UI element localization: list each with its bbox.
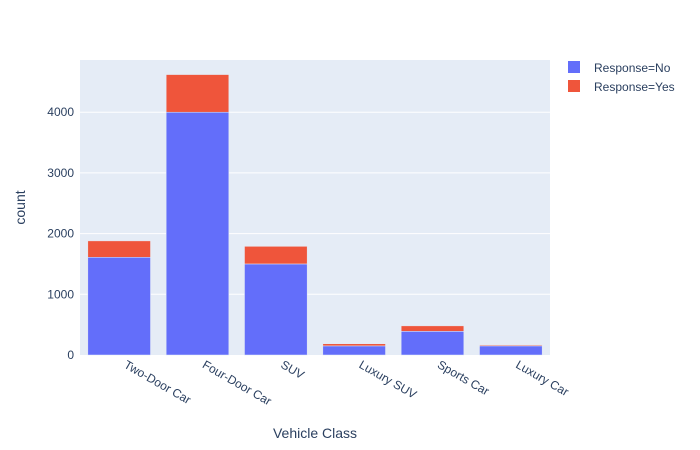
bar-segment[interactable] [165, 111, 230, 356]
y-axis-title: count [12, 190, 28, 224]
y-axis-ticks: 0 1000 2000 3000 4000 [47, 105, 74, 362]
legend-swatch [568, 80, 580, 92]
x-tick-label: SUV [278, 357, 306, 381]
bar-segment[interactable] [244, 246, 308, 265]
x-axis-title: Vehicle Class [273, 425, 357, 441]
plot-background [80, 60, 550, 355]
y-tick-label: 2000 [47, 227, 74, 241]
legend-swatch [568, 61, 580, 73]
x-tick-label: Luxury SUV [357, 357, 419, 401]
bar-segment[interactable] [322, 345, 386, 356]
x-tick-label: Sports Car [435, 357, 492, 398]
bar-segment[interactable] [165, 74, 230, 113]
legend: Response=No Response=Yes [568, 61, 675, 94]
legend-label: Response=No [594, 61, 671, 75]
y-tick-label: 3000 [47, 166, 74, 180]
bar-segment[interactable] [87, 240, 151, 258]
x-tick-label: Luxury Car [513, 357, 571, 398]
bar-segment[interactable] [400, 331, 465, 356]
bar-segment[interactable] [400, 325, 465, 332]
legend-item[interactable]: Response=No [568, 61, 671, 75]
x-axis-ticks: Two-Door Car Four-Door Car SUV Luxury SUV Sp… [122, 357, 571, 408]
bar-segment[interactable] [322, 343, 386, 347]
x-tick-label: Two-Door Car [122, 357, 194, 406]
bar-segment[interactable] [87, 257, 151, 356]
y-tick-label: 1000 [47, 287, 74, 301]
bar-segment[interactable] [244, 263, 308, 356]
y-tick-label: 0 [67, 348, 74, 362]
y-tick-label: 4000 [47, 105, 74, 119]
legend-item[interactable]: Response=Yes [568, 80, 675, 94]
bar-segment[interactable] [479, 345, 543, 356]
bar-segment[interactable] [479, 344, 543, 347]
bars [87, 74, 543, 356]
x-tick-label: Four-Door Car [200, 357, 274, 408]
legend-label: Response=Yes [594, 80, 675, 94]
gridlines [80, 111, 550, 295]
